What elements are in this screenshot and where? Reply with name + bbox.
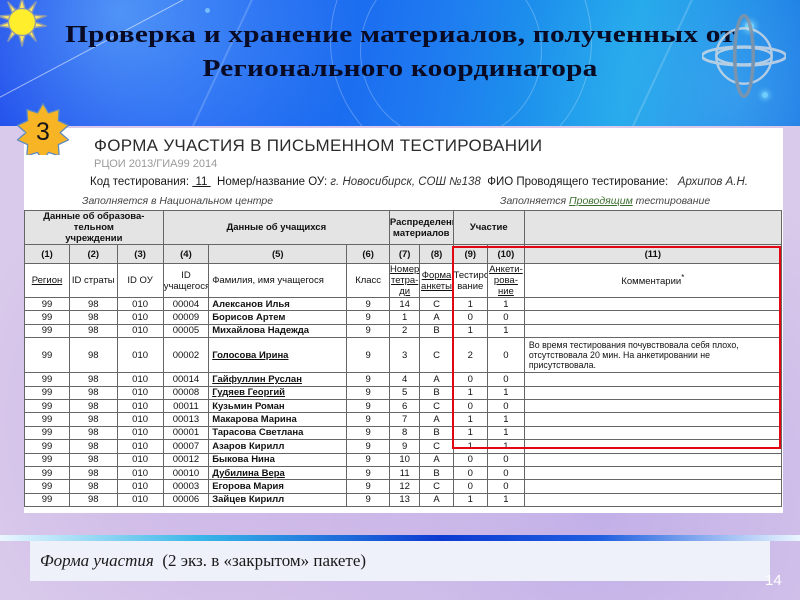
svg-text:3: 3: [36, 118, 50, 146]
